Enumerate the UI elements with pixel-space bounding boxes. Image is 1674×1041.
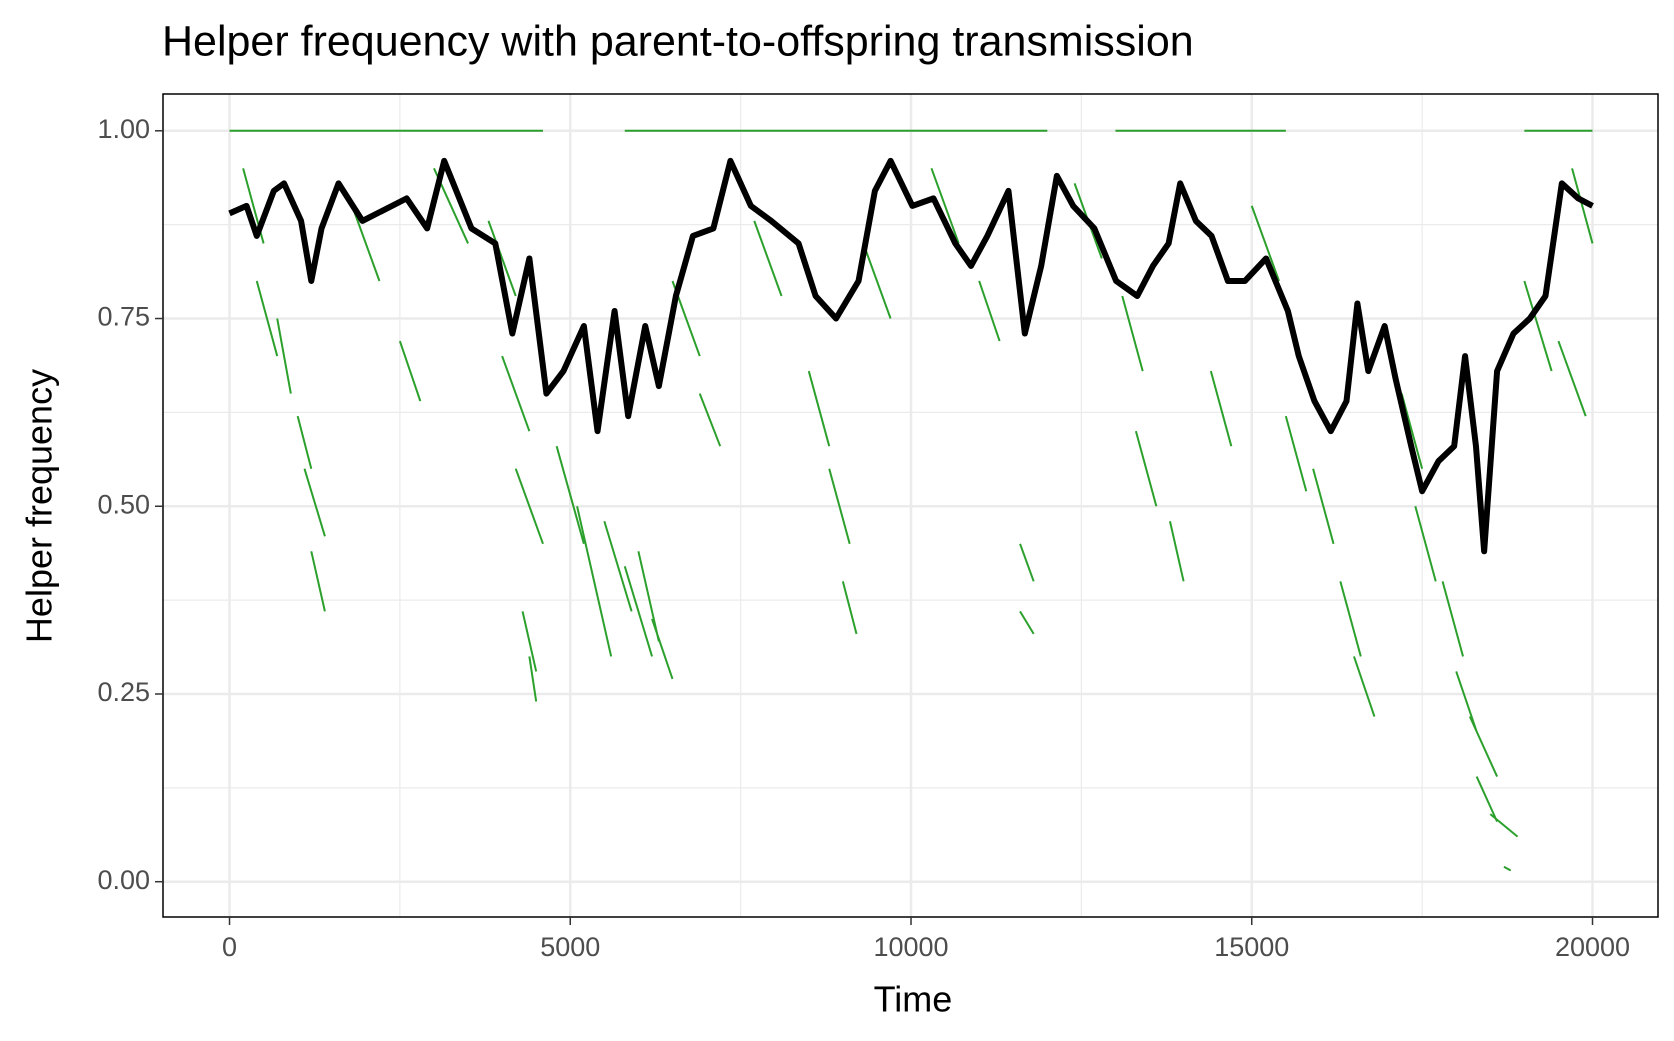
chart-title: Helper frequency with parent-to-offsprin… [162,17,1194,65]
plot-area [228,129,1594,872]
x-tick-label: 20000 [1555,932,1630,962]
data-line [228,157,1594,555]
x-tick-label: 0 [222,932,237,962]
x-axis-label: Time [874,979,953,1020]
x-tick-label: 10000 [873,932,948,962]
y-axis-label: Helper frequency [19,369,60,643]
x-tick-label: 5000 [540,932,600,962]
x-tick-label: 15000 [1214,932,1289,962]
axes: 0 5000 10000 15000 20000 0.00 0.25 0.50 0.75 1.00 [97,114,1630,962]
data-line [229,129,1594,872]
y-tick-label: 1.00 [97,114,150,144]
y-tick-label: 0.50 [97,489,150,519]
y-tick-label: 0.00 [97,865,150,895]
y-tick-label: 0.75 [97,302,150,332]
y-tick-label: 0.25 [97,677,150,707]
